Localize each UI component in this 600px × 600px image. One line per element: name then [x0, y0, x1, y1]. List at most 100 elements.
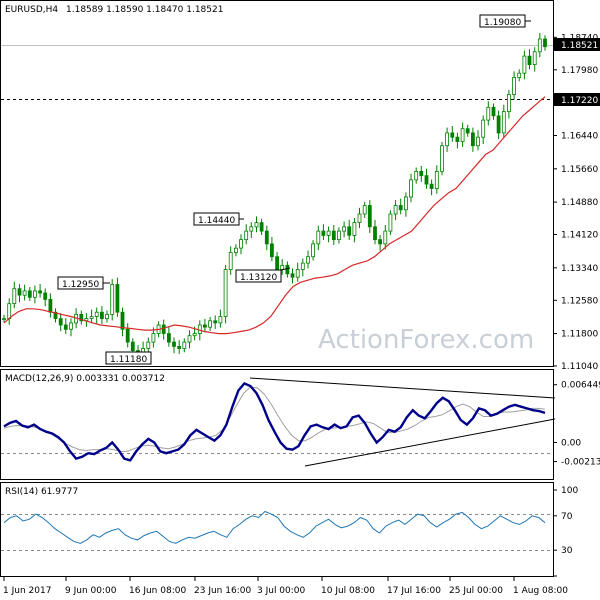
candle-body: [424, 175, 429, 185]
candle-body: [208, 320, 213, 328]
candle-body: [537, 38, 542, 53]
candle-body: [89, 316, 94, 319]
candle-body: [249, 226, 254, 232]
candle-body: [347, 226, 352, 236]
candle-body: [33, 290, 37, 298]
candle-body: [100, 311, 104, 320]
candle-body: [166, 333, 171, 343]
candle-body: [445, 132, 450, 147]
candle-body: [450, 132, 455, 138]
y-tick-label: 1.17980: [561, 66, 598, 76]
x-tick-label: 25 Jul 00:00: [449, 586, 503, 596]
candle-body: [161, 324, 166, 334]
candle-body: [527, 55, 532, 65]
candle-body: [105, 313, 109, 320]
x-tick-label: 17 Jul 16:00: [387, 586, 441, 596]
annotation-label: 1.13120: [240, 273, 277, 283]
candle-body: [218, 316, 223, 324]
macd-panel: [0, 369, 554, 480]
candle-body: [43, 292, 48, 300]
candle-body: [383, 230, 388, 245]
time-x-axis: 1 Jun 2017 9 Jun 00:00 16 Jun 08:00 23 Jun …: [3, 577, 568, 596]
candle-body: [316, 230, 321, 245]
candle-body: [202, 324, 207, 328]
candle-body: [543, 38, 547, 48]
candle-body: [295, 269, 300, 278]
candle-body: [455, 136, 460, 142]
y-tick-label: 1.11040: [561, 362, 598, 372]
annotation-1.14440: 1.14440: [193, 212, 244, 226]
candle-body: [182, 341, 187, 349]
ohlc-readout: 1.18589 1.18590 1.18470 1.18521: [66, 5, 223, 15]
candle-body: [398, 205, 403, 211]
candle-body: [110, 284, 115, 315]
candle-body: [115, 284, 120, 313]
candle-body: [285, 264, 290, 275]
candle-body: [254, 222, 259, 228]
candle-body: [357, 213, 362, 223]
candle-body: [378, 239, 383, 245]
y-tick-label: 1.12580: [561, 296, 598, 306]
candle-body: [146, 341, 151, 349]
candle-body: [362, 205, 367, 215]
y-tick-label: 100: [561, 486, 578, 496]
candle-body: [367, 205, 372, 228]
candle-body: [486, 106, 491, 121]
macd-signal-line: [3, 386, 546, 452]
candle-body: [414, 170, 419, 181]
candle-body: [53, 311, 58, 320]
y-tick-label: 1.13340: [561, 264, 598, 274]
candle-body: [506, 94, 511, 113]
y-tick-label: 0.00: [561, 439, 581, 449]
candle-body: [264, 230, 269, 245]
rsi-panel: [0, 482, 554, 577]
candle-body: [517, 72, 522, 78]
candle-body: [352, 222, 357, 236]
candle-body: [331, 230, 336, 241]
rsi-y-axis: 100 70 30: [553, 486, 578, 577]
y-tick-label: 70: [561, 512, 573, 522]
candle-body: [177, 345, 182, 349]
level-badge: [554, 93, 600, 106]
candle-body: [501, 111, 506, 134]
annotation-1.13120: 1.13120: [235, 267, 291, 283]
price-panel: [0, 0, 554, 367]
candle-body: [125, 328, 130, 343]
moving-average-line: [3, 96, 546, 335]
candle-body: [512, 77, 516, 95]
annotation-label: 1.14440: [198, 216, 235, 226]
candle-body: [496, 115, 501, 134]
candle-body: [393, 205, 398, 215]
x-tick-label: 1 Jun 2017: [3, 586, 51, 596]
candle-body: [326, 230, 331, 236]
candle-body: [321, 230, 326, 236]
candle-body: [192, 333, 197, 337]
candle-body: [476, 136, 480, 147]
candle-body: [460, 128, 465, 142]
candle-body: [187, 335, 192, 343]
symbol-timeframe: EURUSD,H4: [5, 5, 58, 15]
candle-body: [336, 230, 341, 241]
candle-body: [388, 213, 393, 232]
candle-body: [17, 288, 22, 296]
y-tick-label: 1.11800: [561, 330, 598, 340]
candle-body: [275, 256, 280, 270]
macd-title: MACD(12,26,9) 0.003331 0.003712: [5, 374, 165, 384]
candle-body: [12, 288, 17, 305]
candle-body: [470, 132, 475, 147]
annotation-1.19080: 1.19080: [479, 14, 531, 28]
rsi-line: [3, 510, 546, 544]
candle-body: [280, 264, 285, 270]
y-tick-label: 0.006449: [561, 381, 600, 391]
y-tick-label: 1.16440: [561, 132, 598, 142]
candle-body: [22, 290, 27, 296]
candle-body: [300, 262, 305, 270]
macd-main-line: [3, 381, 546, 462]
annotation-1.12950: 1.12950: [57, 276, 110, 290]
candle-body: [465, 128, 470, 134]
candle-body: [440, 145, 444, 172]
candle-body: [69, 322, 73, 330]
candle-body: [58, 318, 63, 326]
candle-body: [48, 298, 53, 313]
